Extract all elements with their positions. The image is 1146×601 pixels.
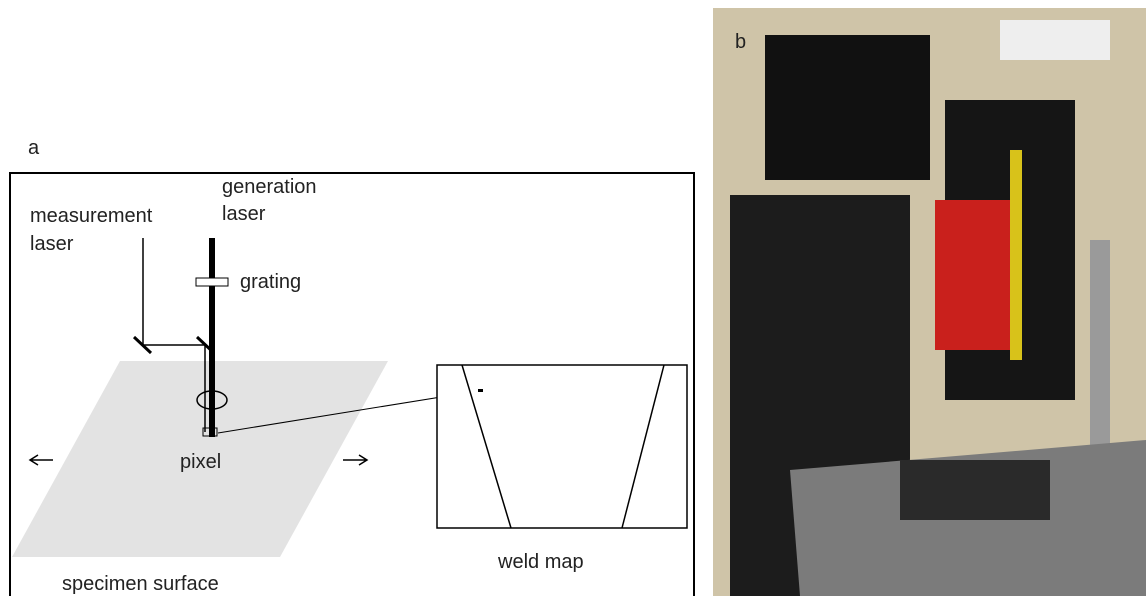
grating-mark xyxy=(196,278,228,286)
yellow-strip xyxy=(1010,150,1022,360)
generation-label: laser xyxy=(222,203,266,225)
arrow-left xyxy=(30,455,53,465)
panel-b: b xyxy=(713,8,1146,596)
generation-label: generation xyxy=(222,176,317,198)
arrow-right xyxy=(343,455,367,465)
panel-a: a generation laser measurement laser gra… xyxy=(10,137,694,596)
grating-label: grating xyxy=(240,271,301,293)
weld-map-box xyxy=(437,365,687,528)
pixel-dot xyxy=(478,389,483,392)
power-strip xyxy=(1000,20,1110,60)
monitor xyxy=(765,35,930,180)
stage xyxy=(900,460,1050,520)
panel-label: b xyxy=(735,31,746,53)
panel-label: a xyxy=(28,137,40,159)
measurement-label: laser xyxy=(30,233,74,255)
measurement-label: measurement xyxy=(30,205,153,227)
weld-map-label: weld map xyxy=(497,551,584,573)
surface-label: specimen surface xyxy=(62,573,219,595)
figure: a generation laser measurement laser gra… xyxy=(0,0,1146,596)
pixel-label: pixel xyxy=(180,451,221,473)
laser-head xyxy=(935,200,1015,350)
